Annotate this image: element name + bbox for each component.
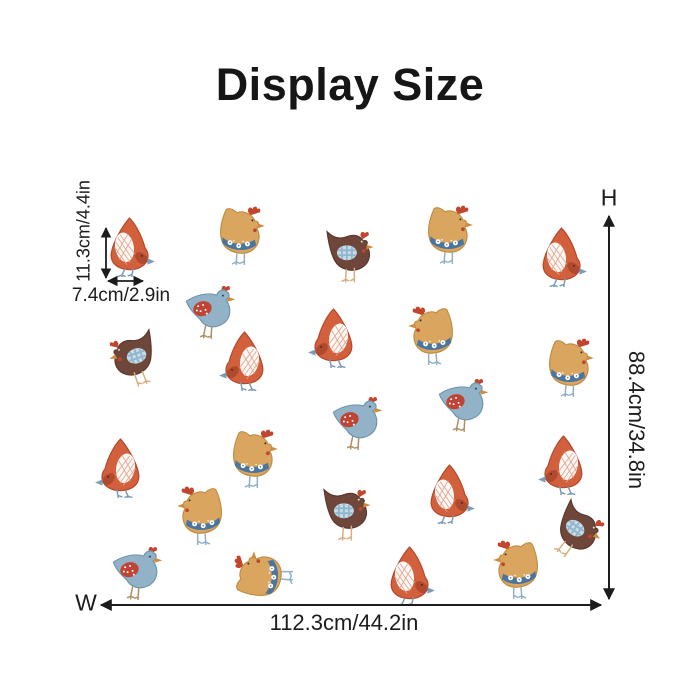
chicken-blue-illustration xyxy=(438,378,490,433)
chicken-layer xyxy=(94,204,611,606)
chicken-tan-illustration xyxy=(407,305,454,365)
chicken-orange-illustration xyxy=(307,308,353,368)
chicken-orange-illustration xyxy=(430,464,476,524)
chicken-blue-illustration xyxy=(112,546,164,601)
chicken-brown-illustration xyxy=(103,328,166,393)
chicken-brown-illustration xyxy=(541,498,611,569)
item-width-label: 7.4cm/2.9in xyxy=(71,285,171,306)
chicken-orange-illustration xyxy=(94,438,140,498)
chicken-tan-illustration xyxy=(219,205,266,265)
chicken-blue-illustration xyxy=(185,285,237,340)
chicken-brown-illustration xyxy=(323,488,372,541)
item-height-label: 11.3cm/4.4in xyxy=(73,180,94,282)
chicken-tan-illustration xyxy=(232,428,279,488)
chicken-tan-illustration xyxy=(233,550,293,597)
chicken-orange-illustration xyxy=(542,227,588,287)
page-title: Display Size xyxy=(215,59,485,110)
total-width-letter: W xyxy=(75,589,97,616)
chicken-blue-illustration xyxy=(332,396,384,451)
chicken-brown-illustration xyxy=(326,230,375,283)
chicken-orange-illustration xyxy=(110,217,156,277)
dimension-lines xyxy=(99,214,615,611)
chicken-tan-illustration xyxy=(176,485,223,545)
chicken-tan-illustration xyxy=(492,539,539,599)
total-width-label: 112.3cm/44.2in xyxy=(269,610,419,635)
chicken-orange-illustration xyxy=(537,435,583,495)
total-height-label: 88.4cm/34.8in xyxy=(624,350,649,490)
chicken-tan-illustration xyxy=(548,337,595,397)
chicken-tan-illustration xyxy=(427,204,474,264)
chicken-orange-illustration xyxy=(390,546,436,606)
total-height-letter: H xyxy=(600,184,618,211)
chicken-orange-illustration xyxy=(218,331,264,391)
